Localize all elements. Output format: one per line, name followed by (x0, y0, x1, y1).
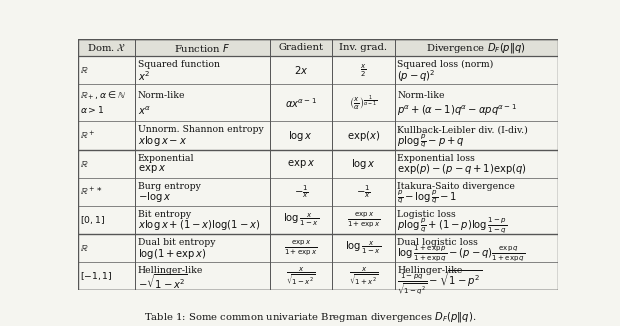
Text: Dual bit entropy: Dual bit entropy (138, 238, 215, 247)
Text: Logistic loss: Logistic loss (397, 210, 456, 219)
Text: Dom. $\mathcal{X}$: Dom. $\mathcal{X}$ (87, 42, 126, 53)
Bar (78, 39, 558, 56)
Text: $\exp(x)$: $\exp(x)$ (347, 128, 380, 142)
Text: Kullback-Leibler div. (I-div.): Kullback-Leibler div. (I-div.) (397, 126, 528, 134)
Text: $\exp x$: $\exp x$ (138, 163, 166, 175)
Text: Divergence $D_F(p\|q)$: Divergence $D_F(p\|q)$ (427, 41, 526, 55)
Text: $\frac{1-pq}{\sqrt{1-q^2}} - \sqrt{1-p^2}$: $\frac{1-pq}{\sqrt{1-q^2}} - \sqrt{1-p^2… (397, 268, 482, 296)
Text: $\left(\frac{x}{\alpha}\right)^{\frac{1}{\alpha-1}}$: $\left(\frac{x}{\alpha}\right)^{\frac{1}… (349, 94, 378, 112)
Bar (78, 262, 558, 290)
Text: $(p-q)^2$: $(p-q)^2$ (397, 68, 436, 84)
Text: $\frac{\exp x}{1+\exp x}$: $\frac{\exp x}{1+\exp x}$ (347, 210, 380, 229)
Text: $\frac{\exp x}{1+\exp x}$: $\frac{\exp x}{1+\exp x}$ (285, 239, 317, 258)
Text: $2x$: $2x$ (294, 64, 308, 76)
Text: $[-1,1]$: $[-1,1]$ (80, 270, 113, 282)
Text: Squared function: Squared function (138, 60, 219, 69)
Text: $\mathbb{R}_+, \alpha \in \mathbb{N}$: $\mathbb{R}_+, \alpha \in \mathbb{N}$ (80, 90, 126, 102)
Text: Hellinger-like: Hellinger-like (397, 266, 463, 275)
Text: Norm-like: Norm-like (397, 91, 445, 100)
Text: $\mathbb{R}$: $\mathbb{R}$ (80, 65, 88, 75)
Text: $\frac{p}{q} - \log\frac{p}{q} - 1$: $\frac{p}{q} - \log\frac{p}{q} - 1$ (397, 189, 458, 206)
Text: $\mathbb{R}^+$: $\mathbb{R}^+$ (80, 129, 95, 141)
Text: Squared loss (norm): Squared loss (norm) (397, 60, 494, 69)
Text: Unnorm. Shannon entropy: Unnorm. Shannon entropy (138, 126, 264, 134)
Text: $\log x$: $\log x$ (351, 156, 376, 170)
Text: $x^2$: $x^2$ (138, 69, 150, 83)
Text: $\frac{x}{2}$: $\frac{x}{2}$ (360, 62, 366, 79)
Bar (78, 122, 558, 150)
Text: $p\log\frac{p}{q} - p + q$: $p\log\frac{p}{q} - p + q$ (397, 132, 465, 150)
Text: $\log(1+\exp x)$: $\log(1+\exp x)$ (138, 246, 206, 260)
Text: $\exp x$: $\exp x$ (287, 158, 315, 170)
Text: Bit entropy: Bit entropy (138, 210, 191, 219)
Text: $-\log x$: $-\log x$ (138, 190, 171, 204)
Text: $x\log x + (1-x)\log(1-x)$: $x\log x + (1-x)\log(1-x)$ (138, 218, 260, 232)
Text: $-\frac{1}{x}$: $-\frac{1}{x}$ (293, 183, 308, 200)
Text: $p^\alpha + (\alpha-1)q^\alpha - \alpha p q^{\alpha-1}$: $p^\alpha + (\alpha-1)q^\alpha - \alpha … (397, 102, 517, 118)
Bar (78, 206, 558, 234)
Text: $[0,1]$: $[0,1]$ (80, 214, 105, 226)
Text: $\log\frac{1+\exp p}{1+\exp q} - (p-q)\frac{\exp q}{1+\exp q}$: $\log\frac{1+\exp p}{1+\exp q} - (p-q)\f… (397, 244, 525, 264)
Text: $p\log\frac{p}{q} + (1-p)\log\frac{1-p}{1-q}$: $p\log\frac{p}{q} + (1-p)\log\frac{1-p}{… (397, 215, 507, 236)
Text: Table 1: Some common univariate Bregman divergences $D_F(p\|q)$.: Table 1: Some common univariate Bregman … (144, 310, 476, 324)
Bar (78, 178, 558, 206)
Text: Dual logistic loss: Dual logistic loss (397, 238, 478, 247)
Text: $x\log x - x$: $x\log x - x$ (138, 134, 187, 148)
Text: $\log\frac{x}{1-x}$: $\log\frac{x}{1-x}$ (283, 211, 319, 228)
Text: $-\frac{1}{x}$: $-\frac{1}{x}$ (356, 183, 371, 200)
Bar (78, 234, 558, 262)
Text: $-\sqrt{1-x^2}$: $-\sqrt{1-x^2}$ (138, 273, 187, 291)
Text: $\frac{x}{\sqrt{1-x^2}}$: $\frac{x}{\sqrt{1-x^2}}$ (286, 265, 316, 287)
Text: Norm-like: Norm-like (138, 91, 185, 100)
Bar (78, 150, 558, 178)
Text: Exponential: Exponential (138, 154, 194, 162)
Text: Burg entropy: Burg entropy (138, 182, 200, 191)
Text: $x^\alpha$: $x^\alpha$ (138, 104, 151, 116)
Text: $\mathbb{R}$: $\mathbb{R}$ (80, 159, 88, 169)
Text: $\log x$: $\log x$ (288, 128, 313, 142)
Text: Exponential loss: Exponential loss (397, 154, 475, 162)
Bar (78, 56, 558, 84)
Text: Gradient: Gradient (278, 43, 324, 52)
Text: $\alpha x^{\alpha-1}$: $\alpha x^{\alpha-1}$ (285, 96, 317, 110)
Text: $\mathbb{R}$: $\mathbb{R}$ (80, 243, 88, 253)
Text: $\frac{x}{\sqrt{1+x^2}}$: $\frac{x}{\sqrt{1+x^2}}$ (348, 265, 378, 287)
Text: $\log\frac{x}{1-x}$: $\log\frac{x}{1-x}$ (345, 240, 381, 257)
Bar (78, 84, 558, 122)
Text: $\mathbb{R}^+*$: $\mathbb{R}^+*$ (80, 185, 103, 198)
Text: Function $F$: Function $F$ (174, 42, 231, 54)
Text: Hellinger-like: Hellinger-like (138, 266, 203, 275)
Text: Itakura-Saito divergence: Itakura-Saito divergence (397, 182, 515, 191)
Text: Inv. grad.: Inv. grad. (339, 43, 388, 52)
Text: $\alpha > 1$: $\alpha > 1$ (80, 104, 104, 115)
Text: $\exp(p)-(p-q+1)\exp(q)$: $\exp(p)-(p-q+1)\exp(q)$ (397, 162, 527, 176)
